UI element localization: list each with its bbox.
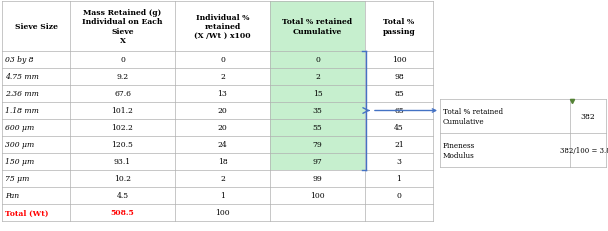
Text: 2: 2 [315, 73, 320, 81]
Text: 101.2: 101.2 [111, 107, 133, 115]
Text: 150 μm: 150 μm [5, 158, 34, 166]
Text: 100: 100 [310, 192, 325, 200]
Text: 18: 18 [218, 158, 227, 166]
Text: 45: 45 [394, 124, 404, 132]
Text: 2: 2 [220, 73, 225, 81]
Text: 55: 55 [313, 124, 322, 132]
Text: 35: 35 [313, 107, 322, 115]
Text: 100: 100 [215, 209, 230, 217]
Text: 120.5: 120.5 [111, 141, 133, 149]
Text: 4.5: 4.5 [117, 192, 128, 200]
Text: Mass Retained (g)
Individual on Each
Sieve
X: Mass Retained (g) Individual on Each Sie… [82, 9, 163, 45]
Text: Sieve Size: Sieve Size [15, 23, 58, 31]
Text: 100: 100 [392, 56, 406, 64]
Text: 03 by 8: 03 by 8 [5, 56, 33, 64]
Text: 99: 99 [313, 175, 322, 183]
Text: 24: 24 [218, 141, 227, 149]
Bar [270, 153, 365, 170]
Bar [270, 69, 365, 86]
Text: 97: 97 [313, 158, 322, 166]
Text: 1.18 mm: 1.18 mm [5, 107, 39, 115]
Bar [270, 137, 365, 153]
Bar [270, 52, 365, 69]
Text: 10.2: 10.2 [114, 175, 131, 183]
Text: 13: 13 [218, 90, 227, 98]
Text: 79: 79 [313, 141, 322, 149]
Text: 508.5: 508.5 [111, 209, 134, 217]
Text: 3: 3 [396, 158, 401, 166]
Text: Total % retained
Cumulative: Total % retained Cumulative [443, 108, 503, 125]
Text: Pan: Pan [5, 192, 19, 200]
Text: 1: 1 [396, 175, 401, 183]
Text: 15: 15 [313, 90, 322, 98]
Bar [270, 119, 365, 137]
Text: 1: 1 [220, 192, 225, 200]
Text: Individual %
retained
(X /Wt ) x100: Individual % retained (X /Wt ) x100 [194, 14, 251, 40]
Text: 102.2: 102.2 [111, 124, 133, 132]
Text: 382: 382 [581, 112, 595, 121]
Text: 0: 0 [396, 192, 401, 200]
Text: 21: 21 [394, 141, 404, 149]
Text: 0: 0 [315, 56, 320, 64]
Text: Total % retained
Cumulative: Total % retained Cumulative [283, 18, 353, 35]
Text: 382/100 = 3.82: 382/100 = 3.82 [561, 146, 608, 154]
Bar [270, 103, 365, 119]
Text: 65: 65 [394, 107, 404, 115]
Bar [270, 2, 365, 52]
Text: 85: 85 [394, 90, 404, 98]
Bar [270, 86, 365, 103]
Text: 600 μm: 600 μm [5, 124, 34, 132]
Text: 9.2: 9.2 [117, 73, 128, 81]
Text: Total %
passing: Total % passing [382, 18, 415, 35]
Text: 75 μm: 75 μm [5, 175, 29, 183]
Text: 0: 0 [120, 56, 125, 64]
Text: 300 μm: 300 μm [5, 141, 34, 149]
Text: 2: 2 [220, 175, 225, 183]
Text: 20: 20 [218, 124, 227, 132]
Text: 0: 0 [220, 56, 225, 64]
Text: Fineness
Modulus: Fineness Modulus [443, 142, 475, 159]
Text: 67.6: 67.6 [114, 90, 131, 98]
Text: 98: 98 [394, 73, 404, 81]
Text: 93.1: 93.1 [114, 158, 131, 166]
Text: 2.36 mm: 2.36 mm [5, 90, 39, 98]
Text: Total (Wt): Total (Wt) [5, 209, 49, 217]
Text: 4.75 mm: 4.75 mm [5, 73, 39, 81]
Text: 20: 20 [218, 107, 227, 115]
